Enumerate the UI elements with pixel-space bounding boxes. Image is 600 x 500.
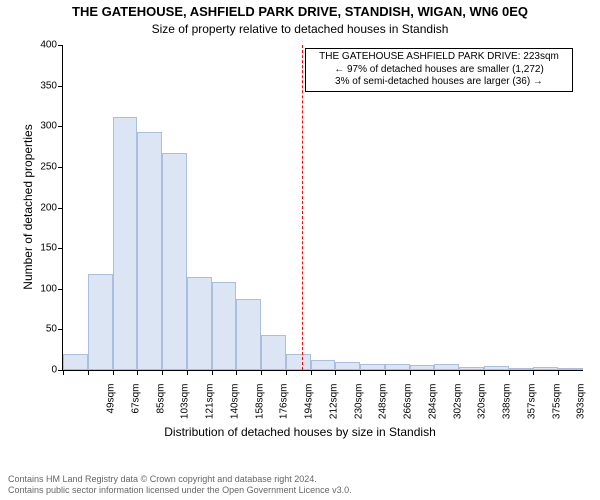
y-tick-label: 100	[40, 283, 63, 294]
x-tick	[360, 370, 361, 375]
histogram-bar	[311, 360, 336, 370]
annotation-line-3: 3% of semi-detached houses are larger (3…	[310, 76, 568, 89]
x-tick-label: 140sqm	[229, 384, 240, 434]
x-tick	[113, 370, 114, 375]
y-tick-label: 250	[40, 161, 63, 172]
histogram-bar	[360, 364, 385, 371]
histogram-bar	[484, 366, 509, 370]
chart-subtitle: Size of property relative to detached ho…	[0, 22, 600, 36]
attribution-line-1: Contains HM Land Registry data © Crown c…	[8, 474, 352, 485]
histogram-bar	[385, 364, 410, 371]
x-tick-label: 320sqm	[477, 384, 488, 434]
x-tick-label: 194sqm	[304, 384, 315, 434]
histogram-bar	[212, 282, 237, 370]
y-tick-label: 50	[46, 324, 63, 335]
x-tick-label: 85sqm	[155, 384, 166, 434]
x-tick-label: 357sqm	[526, 384, 537, 434]
x-tick	[459, 370, 460, 375]
x-tick	[509, 370, 510, 375]
histogram-bar	[509, 368, 534, 370]
x-tick	[311, 370, 312, 375]
x-tick	[236, 370, 237, 375]
attribution-line-2: Contains public sector information licen…	[8, 485, 352, 496]
x-tick	[385, 370, 386, 375]
y-axis-label: Number of detached properties	[21, 107, 35, 307]
y-tick-label: 0	[51, 365, 63, 376]
y-tick-label: 350	[40, 80, 63, 91]
histogram-bar	[261, 335, 286, 370]
x-tick-label: 212sqm	[328, 384, 339, 434]
histogram-bar	[558, 368, 583, 370]
attribution: Contains HM Land Registry data © Crown c…	[8, 474, 352, 496]
x-tick	[63, 370, 64, 375]
x-tick	[558, 370, 559, 375]
x-tick	[212, 370, 213, 375]
x-tick	[187, 370, 188, 375]
x-tick	[410, 370, 411, 375]
histogram-bar	[533, 367, 558, 370]
x-tick-label: 176sqm	[279, 384, 290, 434]
x-tick	[137, 370, 138, 375]
histogram-bar	[236, 299, 261, 371]
x-tick	[162, 370, 163, 375]
x-tick-label: 49sqm	[106, 384, 117, 434]
x-tick-label: 248sqm	[378, 384, 389, 434]
histogram-bar	[335, 362, 360, 370]
histogram-bar	[162, 153, 187, 370]
x-tick-label: 67sqm	[130, 384, 141, 434]
x-tick-label: 158sqm	[254, 384, 265, 434]
x-tick	[286, 370, 287, 375]
histogram-bar	[137, 132, 162, 370]
x-tick	[261, 370, 262, 375]
x-tick-label: 393sqm	[576, 384, 587, 434]
x-tick-label: 103sqm	[180, 384, 191, 434]
histogram-bar	[88, 274, 113, 370]
x-tick-label: 230sqm	[353, 384, 364, 434]
histogram-bar	[410, 365, 435, 370]
annotation-line-2: ← 97% of detached houses are smaller (1,…	[310, 64, 568, 77]
y-tick-label: 400	[40, 40, 63, 51]
y-tick-label: 150	[40, 243, 63, 254]
histogram-bar	[434, 364, 459, 370]
x-tick-label: 121sqm	[205, 384, 216, 434]
x-tick	[434, 370, 435, 375]
x-tick	[88, 370, 89, 375]
x-tick	[533, 370, 534, 375]
histogram-bar	[459, 367, 484, 370]
x-tick-label: 266sqm	[403, 384, 414, 434]
annotation-line-1: THE GATEHOUSE ASHFIELD PARK DRIVE: 223sq…	[310, 51, 568, 64]
x-tick-label: 375sqm	[551, 384, 562, 434]
histogram-bar	[113, 117, 138, 371]
y-tick-label: 200	[40, 202, 63, 213]
y-tick-label: 300	[40, 121, 63, 132]
histogram-bar	[286, 354, 311, 370]
histogram-bar	[63, 354, 88, 370]
annotation-box: THE GATEHOUSE ASHFIELD PARK DRIVE: 223sq…	[305, 48, 573, 92]
x-tick-label: 302sqm	[452, 384, 463, 434]
reference-line	[302, 45, 303, 370]
x-tick-label: 338sqm	[502, 384, 513, 434]
chart-title: THE GATEHOUSE, ASHFIELD PARK DRIVE, STAN…	[0, 4, 600, 19]
x-tick	[335, 370, 336, 375]
histogram-plot: THE GATEHOUSE ASHFIELD PARK DRIVE: 223sq…	[62, 45, 583, 371]
x-tick-label: 284sqm	[427, 384, 438, 434]
x-tick	[484, 370, 485, 375]
histogram-bar	[187, 277, 212, 370]
